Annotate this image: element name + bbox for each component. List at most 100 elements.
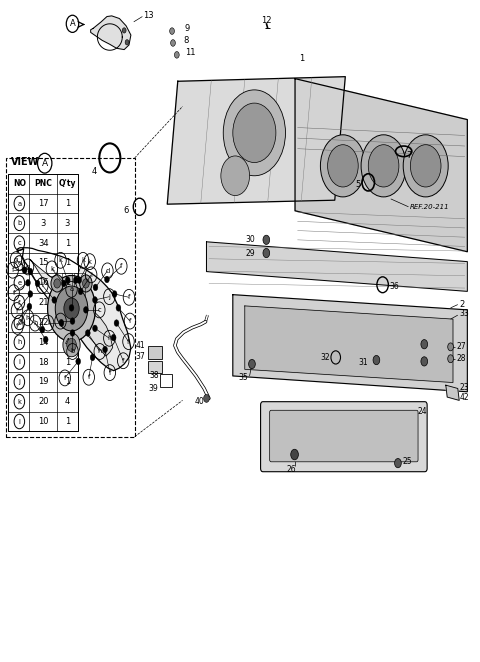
Circle shape bbox=[69, 305, 74, 311]
Text: g: g bbox=[17, 319, 22, 326]
Circle shape bbox=[233, 103, 276, 163]
Text: l: l bbox=[18, 418, 20, 424]
Text: 1: 1 bbox=[65, 417, 70, 426]
Text: 13: 13 bbox=[144, 11, 154, 20]
Text: g: g bbox=[26, 264, 30, 270]
Bar bbox=[74, 273, 85, 297]
Text: a: a bbox=[17, 201, 22, 207]
Bar bbox=[8, 173, 78, 432]
Text: 3: 3 bbox=[64, 219, 70, 228]
Text: 17: 17 bbox=[38, 199, 48, 208]
Circle shape bbox=[80, 275, 92, 292]
Circle shape bbox=[448, 343, 454, 351]
Circle shape bbox=[93, 284, 98, 291]
Circle shape bbox=[63, 333, 80, 357]
Text: 16: 16 bbox=[38, 278, 48, 287]
Text: h: h bbox=[26, 315, 30, 321]
Text: d: d bbox=[105, 268, 109, 274]
Text: 28: 28 bbox=[457, 354, 466, 363]
Text: f: f bbox=[64, 375, 66, 381]
Text: 41: 41 bbox=[136, 341, 145, 350]
Circle shape bbox=[76, 358, 81, 365]
Text: e: e bbox=[17, 280, 22, 286]
Text: j: j bbox=[18, 379, 20, 385]
Circle shape bbox=[421, 340, 428, 349]
Text: f: f bbox=[128, 295, 130, 301]
Text: i: i bbox=[90, 272, 92, 278]
Text: 18: 18 bbox=[38, 357, 48, 367]
Circle shape bbox=[83, 279, 89, 288]
Circle shape bbox=[55, 286, 88, 331]
Text: 9: 9 bbox=[184, 24, 190, 33]
Circle shape bbox=[103, 346, 108, 353]
Text: f: f bbox=[16, 323, 19, 330]
Circle shape bbox=[421, 357, 428, 366]
Text: 40: 40 bbox=[195, 397, 205, 406]
Circle shape bbox=[221, 156, 250, 195]
Circle shape bbox=[223, 90, 286, 175]
Text: 1: 1 bbox=[300, 54, 305, 64]
Text: 24: 24 bbox=[417, 407, 427, 416]
Polygon shape bbox=[167, 77, 345, 204]
Text: PNC: PNC bbox=[35, 179, 52, 188]
Text: i: i bbox=[41, 283, 43, 289]
Text: f: f bbox=[87, 374, 90, 380]
Text: d: d bbox=[17, 260, 22, 266]
Text: 42: 42 bbox=[459, 393, 469, 402]
Bar bbox=[159, 374, 172, 387]
Circle shape bbox=[114, 320, 119, 326]
Circle shape bbox=[116, 305, 121, 311]
Text: 39: 39 bbox=[149, 384, 158, 393]
Text: f: f bbox=[12, 290, 15, 296]
Circle shape bbox=[170, 40, 175, 46]
Text: f: f bbox=[18, 300, 21, 306]
Text: k: k bbox=[59, 258, 62, 263]
Text: 27: 27 bbox=[457, 342, 467, 352]
Circle shape bbox=[122, 28, 126, 33]
Text: 7: 7 bbox=[407, 152, 412, 160]
Text: l: l bbox=[47, 320, 49, 326]
Text: k: k bbox=[88, 259, 92, 265]
Circle shape bbox=[25, 279, 30, 286]
Text: f: f bbox=[122, 357, 124, 363]
Circle shape bbox=[263, 235, 270, 244]
Circle shape bbox=[43, 336, 48, 343]
Text: c: c bbox=[97, 307, 101, 313]
Text: 31: 31 bbox=[359, 358, 368, 367]
Text: k: k bbox=[50, 266, 54, 272]
Text: k: k bbox=[17, 399, 21, 404]
Circle shape bbox=[403, 135, 448, 197]
Text: f: f bbox=[120, 263, 122, 269]
Circle shape bbox=[28, 291, 33, 297]
Text: 1: 1 bbox=[65, 278, 70, 287]
Text: g: g bbox=[14, 257, 18, 263]
Bar bbox=[62, 273, 72, 297]
Circle shape bbox=[48, 275, 96, 342]
Text: 30: 30 bbox=[246, 235, 255, 244]
Circle shape bbox=[291, 449, 299, 460]
Text: f: f bbox=[16, 308, 18, 314]
Text: 25: 25 bbox=[403, 457, 412, 466]
Text: 4: 4 bbox=[91, 167, 96, 175]
Text: c: c bbox=[18, 240, 21, 246]
Circle shape bbox=[52, 297, 57, 303]
FancyBboxPatch shape bbox=[270, 410, 418, 462]
Circle shape bbox=[67, 338, 76, 352]
Circle shape bbox=[51, 275, 63, 292]
Text: f: f bbox=[12, 267, 14, 273]
Text: h: h bbox=[107, 335, 111, 342]
Text: 1: 1 bbox=[65, 258, 70, 267]
Text: 6: 6 bbox=[123, 207, 129, 215]
Text: 26: 26 bbox=[287, 465, 297, 474]
Circle shape bbox=[73, 277, 78, 283]
Text: 1: 1 bbox=[65, 357, 70, 367]
Text: VIEW: VIEW bbox=[11, 156, 39, 167]
Text: b: b bbox=[17, 220, 22, 226]
Text: h: h bbox=[17, 339, 22, 345]
Text: 1: 1 bbox=[65, 377, 70, 387]
Text: 20: 20 bbox=[38, 397, 48, 406]
Text: h: h bbox=[97, 348, 102, 354]
Text: j: j bbox=[108, 294, 110, 300]
Circle shape bbox=[169, 28, 174, 34]
Text: f: f bbox=[129, 318, 131, 324]
